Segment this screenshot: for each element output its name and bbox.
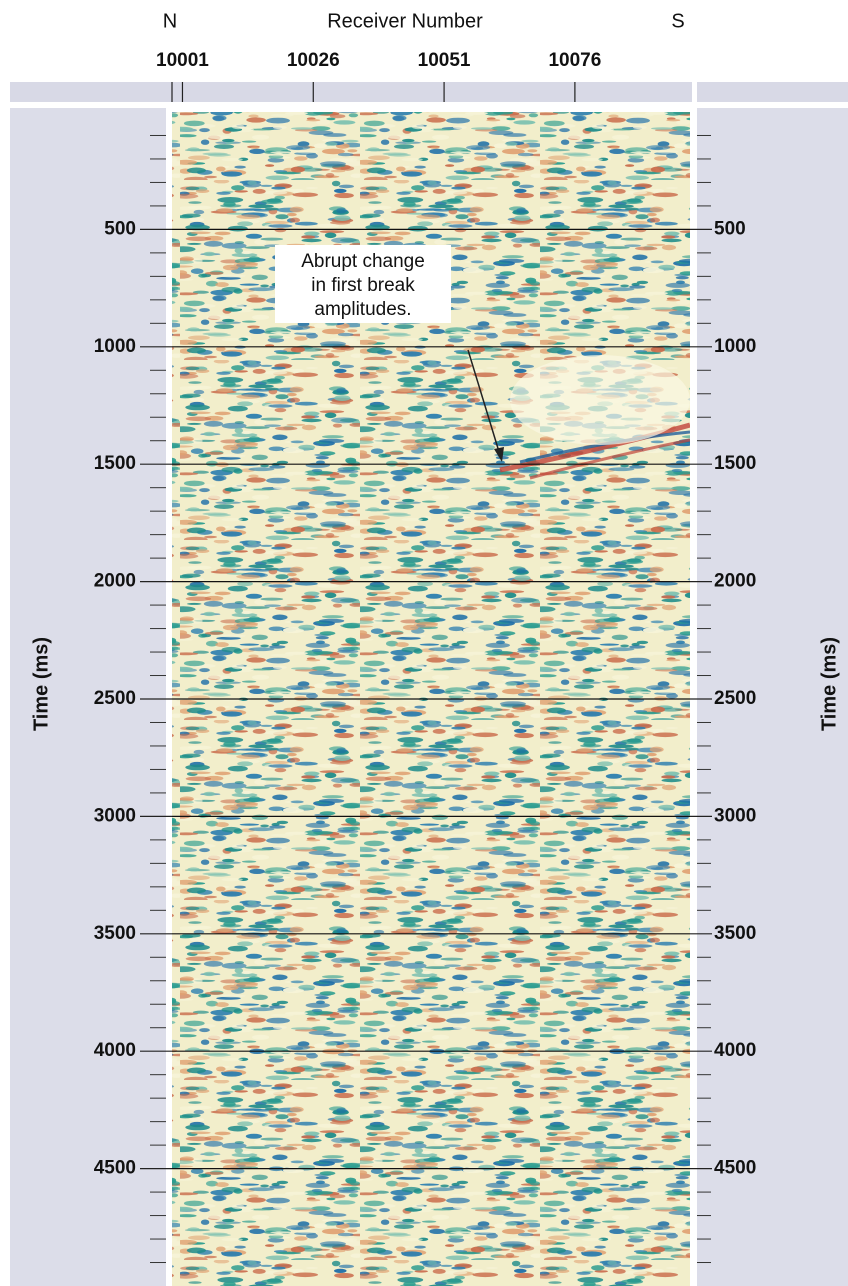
y-tick-label: 500 [104,218,136,239]
y2-tick-label: 4500 [714,1158,756,1179]
top-band [10,82,692,102]
y2-axis-title: Time (ms) [818,637,840,731]
annotation-box [275,245,451,323]
y2-tick-label: 1000 [714,336,756,357]
y-tick-label: 2500 [94,688,136,709]
y-tick-label: 1500 [94,453,136,474]
first-break [499,355,690,480]
annotation-text: amplitudes. [314,299,411,320]
y-tick-label: 4500 [94,1158,136,1179]
x-tick-label: 10076 [548,50,601,71]
annotation-text: in first break [311,275,415,296]
x-axis-title: Receiver Number [327,10,483,32]
left-direction: N [163,10,177,32]
y2-tick-label: 1500 [714,453,756,474]
y-tick-label: 3500 [94,923,136,944]
top-band [697,82,848,102]
x-tick-label: 10001 [156,50,209,71]
y2-tick-label: 2500 [714,688,756,709]
y2-tick-label: 3000 [714,805,756,826]
y-tick-label: 2000 [94,571,136,592]
right-panel [697,108,848,1286]
x-tick-label: 10051 [418,50,471,71]
annotation-arrow [467,349,501,456]
y2-tick-label: 3500 [714,923,756,944]
y-tick-label: 3000 [94,805,136,826]
annotation-text: Abrupt change [301,251,425,272]
y2-tick-label: 500 [714,218,746,239]
y-tick-label: 4000 [94,1040,136,1061]
right-direction: S [671,10,684,32]
y2-tick-label: 2000 [714,571,756,592]
y-axis-title: Time (ms) [30,637,52,731]
x-tick-label: 10026 [287,50,340,71]
y2-tick-label: 4000 [714,1040,756,1061]
left-panel [10,108,166,1286]
y-tick-label: 1000 [94,336,136,357]
arrow-head [494,447,504,462]
